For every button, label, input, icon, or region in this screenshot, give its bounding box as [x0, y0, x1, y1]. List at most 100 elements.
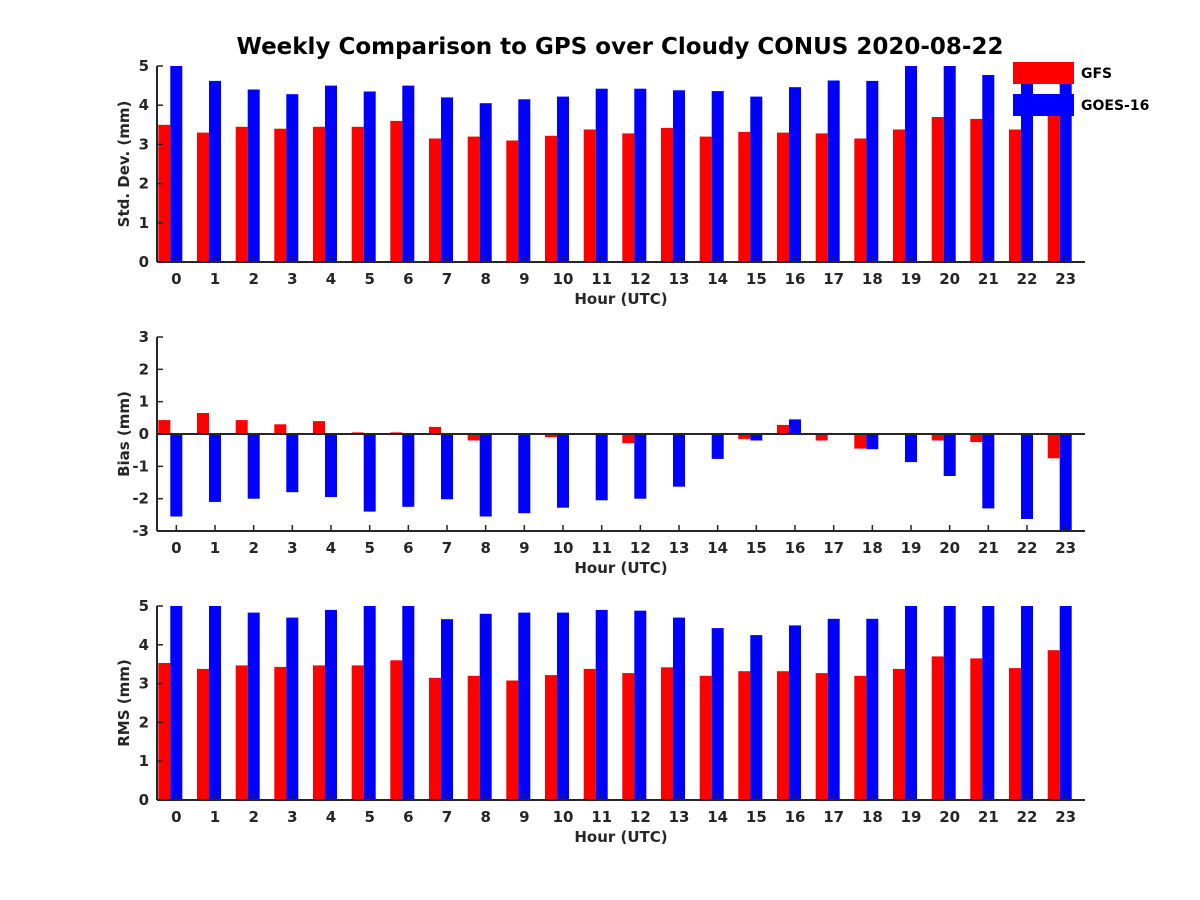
- x-tick-label: 16: [785, 539, 806, 557]
- bar: [286, 617, 299, 800]
- bar: [866, 80, 879, 263]
- bar: [158, 663, 171, 800]
- x-tick-label: 18: [862, 808, 883, 826]
- x-tick-label: 18: [862, 539, 883, 557]
- bar: [854, 434, 867, 449]
- x-tick-label: 10: [553, 539, 574, 557]
- x-tick-label: 11: [591, 539, 612, 557]
- bar: [363, 606, 376, 800]
- bar: [750, 96, 763, 262]
- y-tick-label: 4: [139, 96, 149, 114]
- bar: [325, 609, 337, 800]
- y-axis-label: RMS (mm): [115, 659, 133, 746]
- x-tick-label: 8: [480, 539, 490, 557]
- series-goes-16: [170, 419, 1072, 531]
- bar: [893, 668, 905, 800]
- legend-label: GFS: [1081, 66, 1112, 82]
- x-axis-label: Hour (UTC): [574, 290, 667, 308]
- bar: [815, 673, 828, 800]
- x-tick-label: 17: [823, 270, 844, 288]
- bar: [286, 434, 299, 493]
- x-tick-label: 1: [210, 539, 220, 557]
- bar: [518, 612, 531, 800]
- bar: [351, 126, 364, 262]
- x-tick-label: 3: [287, 270, 297, 288]
- y-tick-label: -3: [132, 522, 149, 540]
- y-tick-label: 1: [139, 752, 149, 770]
- x-tick-label: 6: [403, 270, 413, 288]
- x-tick-label: 14: [707, 270, 728, 288]
- bar: [209, 80, 221, 263]
- bar: [545, 135, 557, 262]
- bar: [673, 617, 685, 800]
- x-tick-label: 7: [442, 270, 452, 288]
- bar: [634, 434, 647, 499]
- bar: [274, 666, 287, 800]
- bar: [170, 434, 183, 517]
- x-tick-label: 8: [480, 808, 490, 826]
- x-tick-label: 19: [901, 539, 922, 557]
- x-tick-label: 15: [746, 539, 767, 557]
- bar: [815, 133, 828, 262]
- bar: [970, 118, 983, 263]
- x-axis-label: Hour (UTC): [574, 828, 667, 846]
- x-tick-label: 0: [171, 808, 181, 826]
- x-tick-label: 2: [248, 539, 258, 557]
- bar: [247, 434, 260, 499]
- bar: [467, 675, 480, 800]
- bar: [982, 434, 995, 509]
- x-tick-label: 6: [403, 539, 413, 557]
- x-tick-label: 17: [823, 808, 844, 826]
- bar: [325, 434, 337, 498]
- x-tick-label: 21: [978, 539, 999, 557]
- bar: [673, 90, 685, 262]
- x-tick-label: 22: [1017, 808, 1038, 826]
- bar: [197, 668, 209, 800]
- bar: [905, 606, 917, 800]
- bar: [595, 434, 608, 501]
- bar: [673, 434, 685, 487]
- bar: [982, 75, 995, 262]
- bar: [750, 434, 763, 441]
- bar: [622, 434, 635, 444]
- bar: [286, 94, 299, 262]
- y-tick-label: 2: [139, 713, 149, 731]
- bar: [479, 434, 492, 517]
- series-goes-16: [170, 606, 1072, 800]
- x-tick-label: 10: [553, 270, 574, 288]
- x-tick-label: 6: [403, 808, 413, 826]
- x-tick-label: 5: [364, 539, 374, 557]
- x-tick-label: 7: [442, 539, 452, 557]
- x-tick-label: 17: [823, 539, 844, 557]
- bar: [441, 97, 453, 263]
- x-tick-label: 14: [707, 539, 728, 557]
- x-tick-label: 11: [591, 270, 612, 288]
- bar: [545, 434, 557, 438]
- legend: GFS GOES-16: [1013, 62, 1149, 116]
- x-tick-label: 4: [326, 539, 336, 557]
- y-tick-label: 2: [139, 360, 149, 378]
- bar: [518, 99, 531, 262]
- bar: [479, 613, 492, 800]
- bar: [197, 413, 209, 434]
- x-tick-label: 3: [287, 808, 297, 826]
- bar: [866, 618, 879, 800]
- bar: [351, 665, 364, 800]
- y-tick-label: 4: [139, 636, 149, 654]
- x-tick-label: 9: [519, 270, 529, 288]
- bar: [827, 618, 840, 800]
- bar: [506, 140, 519, 262]
- x-tick-label: 9: [519, 539, 529, 557]
- bar: [325, 85, 337, 262]
- bar: [854, 675, 867, 800]
- bar: [943, 66, 956, 262]
- y-tick-label: 0: [139, 253, 149, 271]
- x-axis-label: Hour (UTC): [574, 559, 667, 577]
- bar: [777, 424, 789, 434]
- bar: [479, 103, 492, 262]
- bar: [634, 610, 647, 800]
- x-tick-label: 23: [1055, 270, 1076, 288]
- bar: [970, 434, 983, 443]
- bar: [209, 606, 221, 800]
- bar: [595, 88, 608, 262]
